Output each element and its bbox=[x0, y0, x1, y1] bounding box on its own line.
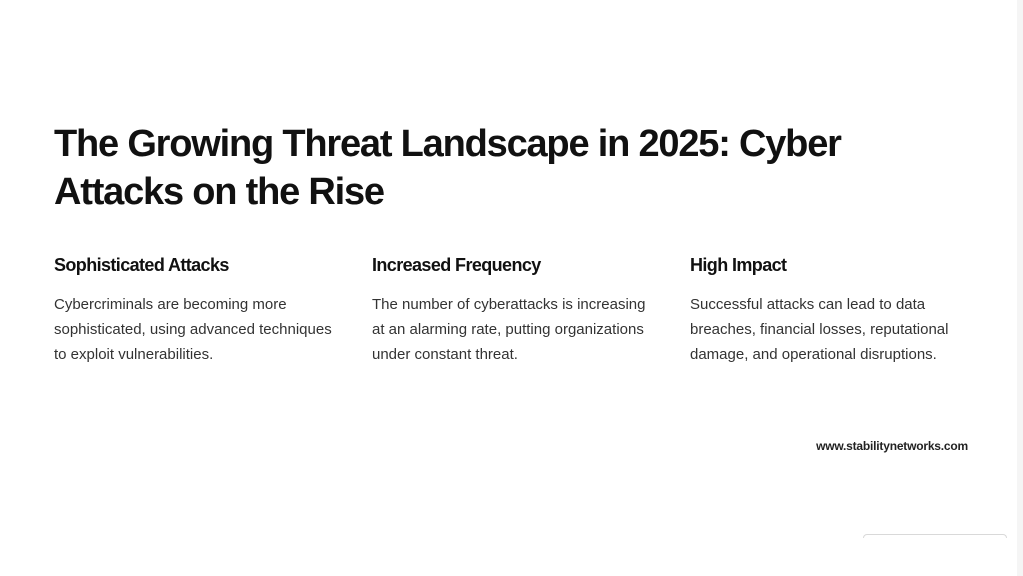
point-heading: Sophisticated Attacks bbox=[54, 255, 229, 275]
slide-title: The Growing Threat Landscape in 2025: Cy… bbox=[54, 123, 842, 213]
point-description: The number of cyberattacks is increasing… bbox=[372, 296, 646, 363]
point-sophisticated-attacks: Sophisticated Attacks Cybercriminals are… bbox=[54, 252, 344, 367]
footer-website-link[interactable]: www.stabilitynetworks.com bbox=[816, 439, 968, 453]
point-increased-frequency: Increased Frequency The number of cybera… bbox=[372, 252, 662, 367]
key-points: Sophisticated Attacks Cybercriminals are… bbox=[54, 252, 970, 382]
point-heading: Increased Frequency bbox=[372, 255, 541, 275]
point-description: Successful attacks can lead to data brea… bbox=[690, 296, 949, 363]
point-heading: High Impact bbox=[690, 255, 787, 275]
point-description: Cybercriminals are becoming more sophist… bbox=[54, 296, 332, 363]
right-edge-strip bbox=[1017, 0, 1023, 576]
point-high-impact: High Impact Successful attacks can lead … bbox=[690, 252, 980, 367]
bottom-edge-tab bbox=[863, 534, 1007, 538]
